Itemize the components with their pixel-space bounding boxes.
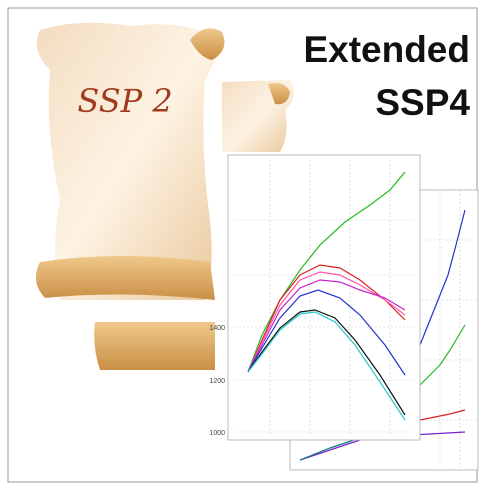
y-tick-label: 1000 [209,430,225,437]
heading-line-1: Extended [303,29,470,70]
scroll-label: SSP 2 [77,82,172,120]
front-chart [228,155,420,440]
heading-line-2: SSP4 [375,82,470,123]
y-tick-label: 1400 [209,325,225,332]
illustration: SSP 2 Extended SSP4 1400 1200 1000 [0,0,485,491]
page: SSP 2 Extended SSP4 1400 1200 1000 (() =… [0,0,485,491]
y-tick-label: 1200 [209,378,225,385]
